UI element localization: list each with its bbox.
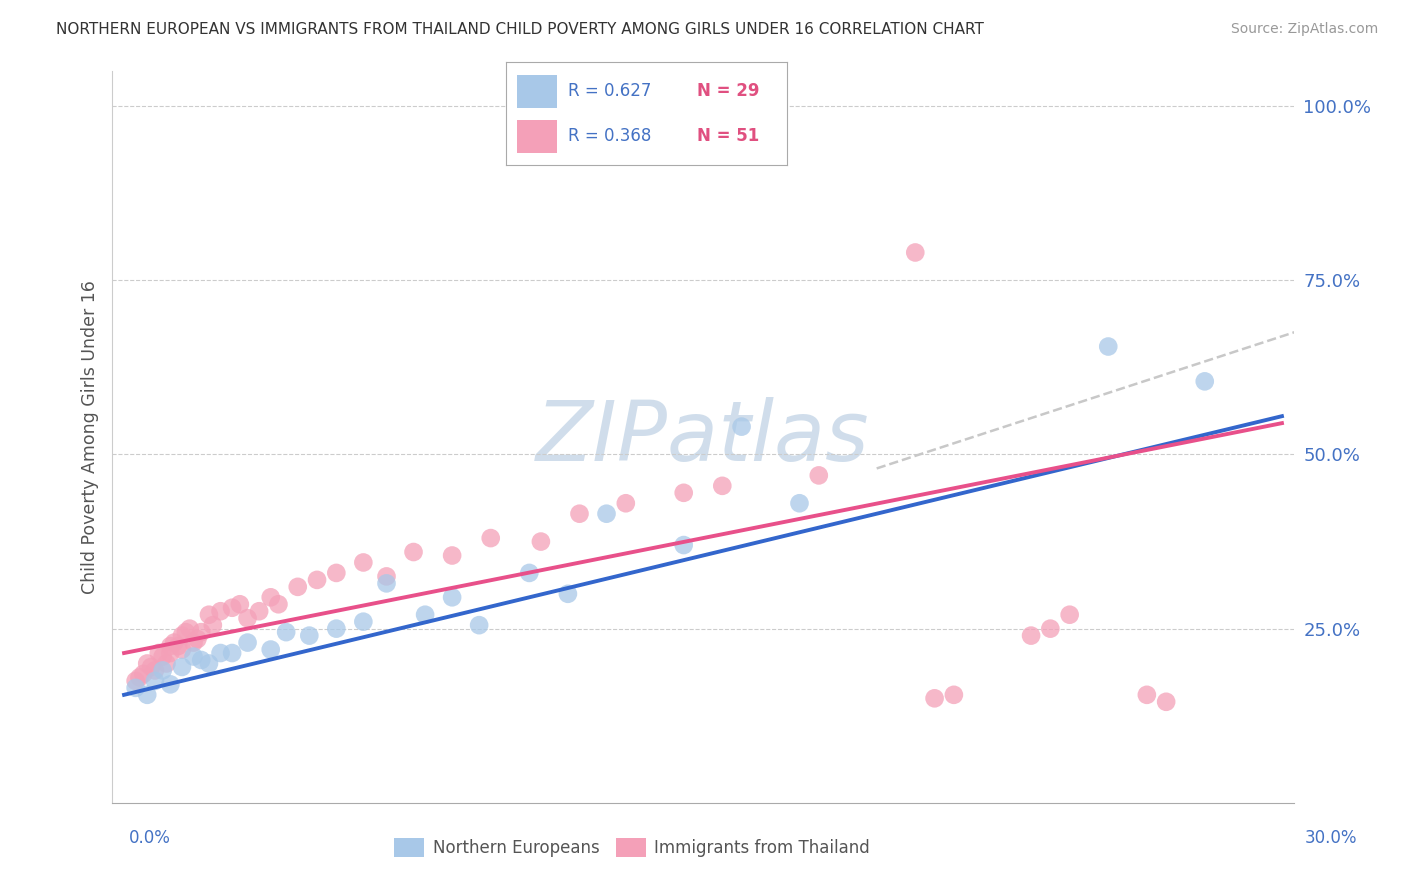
Text: ZIPatlas: ZIPatlas — [536, 397, 870, 477]
Point — [221, 600, 243, 615]
Point — [1019, 629, 1042, 643]
Point — [287, 580, 309, 594]
Point — [174, 625, 197, 640]
Point — [209, 646, 232, 660]
Point — [413, 607, 436, 622]
Point — [568, 507, 591, 521]
Point — [260, 642, 283, 657]
Text: 0.0%: 0.0% — [129, 829, 172, 847]
Point — [276, 625, 298, 640]
Text: R = 0.627: R = 0.627 — [568, 82, 651, 100]
Point — [298, 629, 321, 643]
Point — [152, 664, 174, 678]
Point — [124, 681, 146, 695]
Point — [170, 629, 193, 643]
Point — [904, 245, 927, 260]
Point — [229, 597, 252, 611]
Point — [595, 507, 617, 521]
Point — [247, 604, 270, 618]
Point — [152, 649, 174, 664]
Point — [352, 615, 374, 629]
Point — [198, 607, 221, 622]
Point — [143, 673, 166, 688]
Point — [236, 611, 259, 625]
Point — [441, 549, 464, 563]
Point — [1097, 339, 1119, 353]
Point — [711, 479, 734, 493]
Point — [124, 673, 146, 688]
Point — [1194, 375, 1216, 389]
Point — [209, 604, 232, 618]
Text: R = 0.368: R = 0.368 — [568, 128, 651, 145]
Text: N = 51: N = 51 — [697, 128, 759, 145]
Point — [221, 646, 243, 660]
Point — [183, 649, 205, 664]
Point — [1154, 695, 1177, 709]
Point — [479, 531, 502, 545]
Point — [807, 468, 830, 483]
Point — [352, 556, 374, 570]
Point — [143, 664, 166, 678]
Point — [179, 622, 201, 636]
Point — [148, 646, 170, 660]
Point — [136, 688, 159, 702]
Point — [789, 496, 811, 510]
Point — [155, 657, 177, 671]
Point — [375, 576, 398, 591]
Point — [190, 625, 212, 640]
Point — [201, 618, 224, 632]
Text: N = 29: N = 29 — [697, 82, 759, 100]
Point — [557, 587, 579, 601]
Text: 30.0%: 30.0% — [1305, 829, 1357, 847]
Point — [128, 670, 150, 684]
Point — [305, 573, 328, 587]
Point — [375, 569, 398, 583]
Point — [159, 646, 181, 660]
Point — [170, 660, 193, 674]
Point — [190, 653, 212, 667]
Point — [132, 667, 155, 681]
Point — [924, 691, 946, 706]
Point — [236, 635, 259, 649]
Point — [136, 657, 159, 671]
Point — [441, 591, 464, 605]
Point — [530, 534, 553, 549]
Text: Source: ZipAtlas.com: Source: ZipAtlas.com — [1230, 22, 1378, 37]
Point — [517, 566, 540, 580]
Point — [614, 496, 637, 510]
Bar — [517, 75, 557, 108]
Point — [1039, 622, 1062, 636]
Text: NORTHERN EUROPEAN VS IMMIGRANTS FROM THAILAND CHILD POVERTY AMONG GIRLS UNDER 16: NORTHERN EUROPEAN VS IMMIGRANTS FROM THA… — [56, 22, 984, 37]
Point — [163, 635, 186, 649]
Point — [325, 566, 347, 580]
Point — [325, 622, 347, 636]
Point — [1136, 688, 1159, 702]
Point — [672, 485, 695, 500]
Point — [159, 639, 181, 653]
Point — [260, 591, 283, 605]
Point — [183, 635, 205, 649]
Point — [267, 597, 290, 611]
Point — [139, 660, 162, 674]
Point — [198, 657, 221, 671]
Point — [186, 632, 208, 646]
Point — [402, 545, 425, 559]
Point — [672, 538, 695, 552]
Point — [159, 677, 181, 691]
Legend: Northern Europeans, Immigrants from Thailand: Northern Europeans, Immigrants from Thai… — [388, 831, 877, 864]
Point — [942, 688, 965, 702]
Point — [730, 419, 752, 434]
Point — [468, 618, 491, 632]
Point — [170, 642, 193, 657]
Bar — [517, 120, 557, 153]
Y-axis label: Child Poverty Among Girls Under 16: Child Poverty Among Girls Under 16 — [80, 280, 98, 594]
Point — [1059, 607, 1081, 622]
Point — [167, 639, 190, 653]
